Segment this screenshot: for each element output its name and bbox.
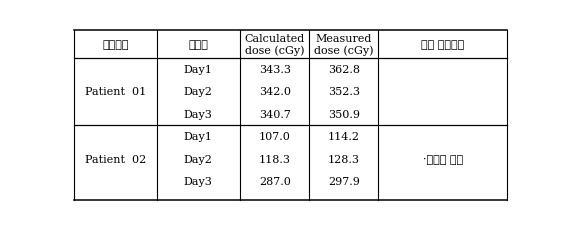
Text: Day3: Day3 (184, 109, 213, 119)
Text: 107.0: 107.0 (259, 132, 291, 142)
Text: 환자 특이사항: 환자 특이사항 (421, 40, 464, 50)
Text: 환자번호: 환자번호 (102, 40, 129, 50)
Text: 350.9: 350.9 (328, 109, 360, 119)
Text: Patient  01: Patient 01 (85, 87, 146, 97)
Text: 340.7: 340.7 (259, 109, 291, 119)
Text: 297.9: 297.9 (328, 177, 360, 186)
Text: Patient  02: Patient 02 (85, 154, 146, 164)
Text: 114.2: 114.2 (328, 132, 360, 142)
Text: Day1: Day1 (184, 65, 213, 74)
Text: 342.0: 342.0 (259, 87, 291, 97)
Text: 343.3: 343.3 (259, 65, 291, 74)
Text: Day2: Day2 (184, 154, 213, 164)
Text: 362.8: 362.8 (328, 65, 360, 74)
Text: 128.3: 128.3 (328, 154, 360, 164)
Text: 287.0: 287.0 (259, 177, 291, 186)
Text: Day2: Day2 (184, 87, 213, 97)
Text: ·점액질 분비: ·점액질 분비 (422, 154, 463, 164)
Text: Measured
dose (cGy): Measured dose (cGy) (314, 34, 374, 56)
Text: 치료일: 치료일 (188, 40, 208, 50)
Text: 118.3: 118.3 (259, 154, 291, 164)
Text: Day3: Day3 (184, 177, 213, 186)
Text: 352.3: 352.3 (328, 87, 360, 97)
Text: Calculated
dose (cGy): Calculated dose (cGy) (244, 34, 305, 56)
Text: Day1: Day1 (184, 132, 213, 142)
